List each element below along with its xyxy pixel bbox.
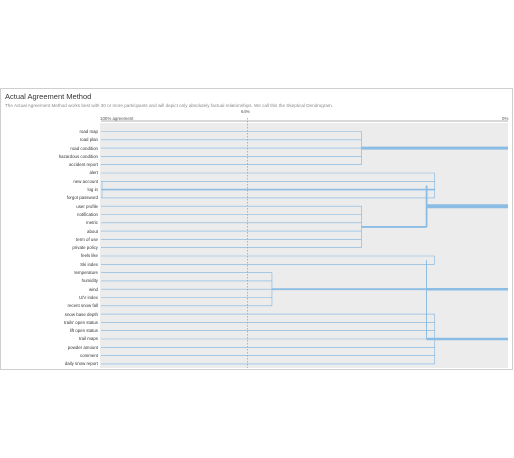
panel-subtitle: The Actual Agreement Method works best w… xyxy=(5,103,334,108)
item-label: notification xyxy=(77,211,98,217)
axis-marker-label: 64% xyxy=(241,109,250,114)
item-label: U/V index xyxy=(78,294,98,300)
item-label: new account xyxy=(73,178,98,184)
item-label: road condition xyxy=(70,145,98,151)
item-label: road map xyxy=(79,128,98,134)
item-label: private policy xyxy=(72,245,98,251)
item-label: metric xyxy=(86,220,98,226)
item-label: humidity xyxy=(81,278,98,284)
item-label: wind xyxy=(88,286,98,292)
item-label: road plan xyxy=(79,137,98,143)
item-label: Ski index xyxy=(80,261,98,267)
item-label: hazardous condition xyxy=(58,153,98,159)
item-label: term of use xyxy=(76,236,98,242)
item-label: trails' open status xyxy=(63,319,98,325)
item-label: forgot password xyxy=(66,195,98,201)
item-label: log in xyxy=(87,187,99,192)
item-label: feels like xyxy=(80,253,98,259)
dendrogram-plot-area xyxy=(100,123,508,368)
item-label: recent snow fall xyxy=(67,303,98,309)
item-label: powder amount xyxy=(67,344,98,350)
item-label: trail maps xyxy=(78,336,98,342)
item-label: about xyxy=(87,228,98,234)
item-label: lift open status xyxy=(69,328,98,334)
panel-title: Actual Agreement Method xyxy=(5,92,92,101)
item-label: daily snow report xyxy=(64,361,98,367)
axis-left-label: 100% agreement xyxy=(100,116,134,121)
item-label: temperature xyxy=(74,270,98,275)
axis-right-label: 0% xyxy=(502,116,509,121)
item-label: user profile xyxy=(76,203,98,209)
item-label: snow base depth xyxy=(64,311,98,317)
item-label: accident report xyxy=(68,162,98,168)
item-label: comment xyxy=(79,353,98,358)
item-label: alert xyxy=(89,170,98,176)
